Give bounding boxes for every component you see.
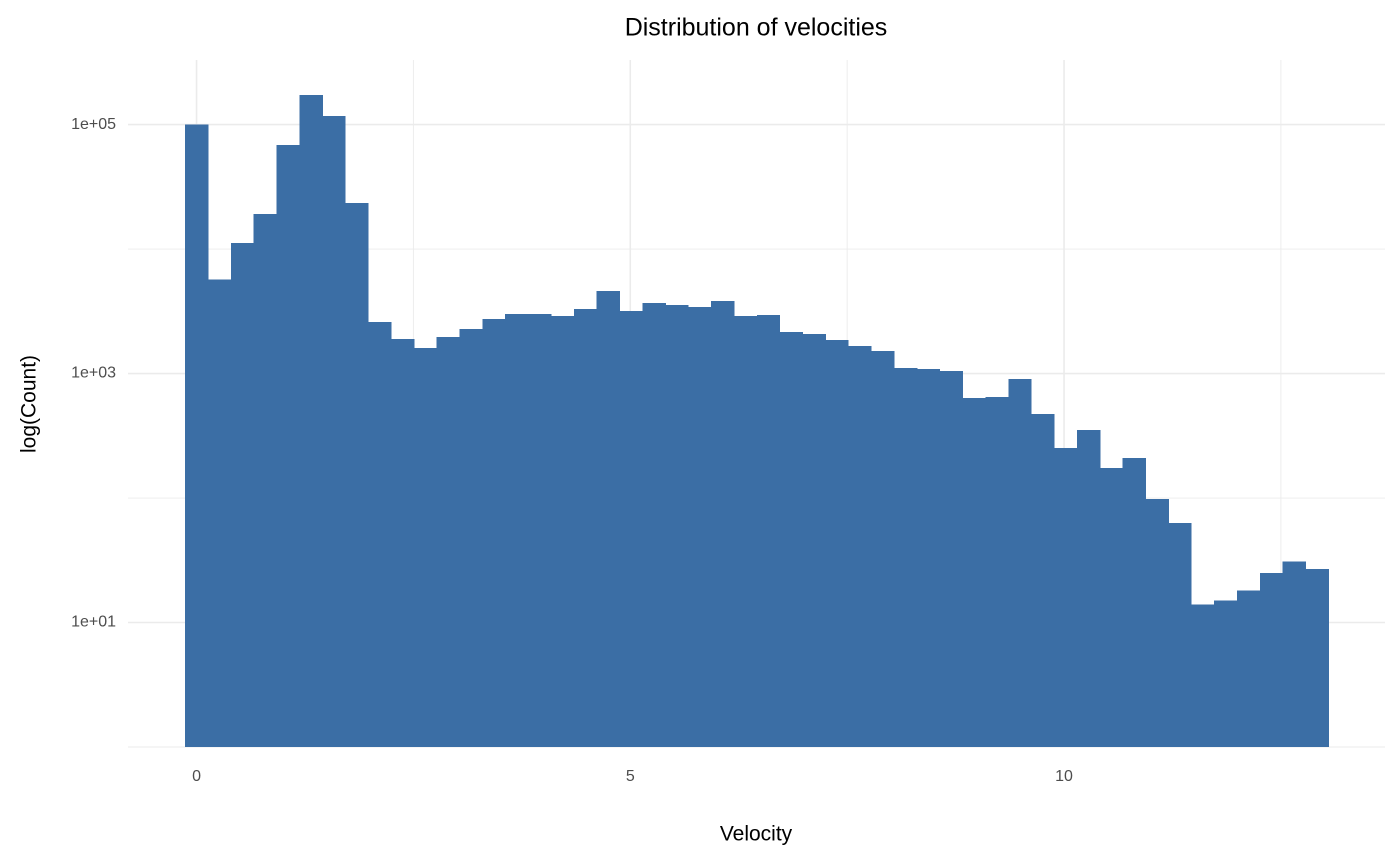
bar — [1008, 379, 1032, 747]
bar — [1145, 499, 1169, 747]
bar — [276, 145, 300, 748]
bar — [756, 315, 781, 747]
bar — [642, 303, 666, 747]
bar — [1191, 604, 1215, 747]
bar — [345, 203, 369, 747]
x-tick-label: 10 — [1055, 768, 1073, 785]
bar — [848, 346, 872, 747]
bar — [1282, 561, 1307, 747]
bar — [1305, 568, 1329, 747]
bar — [550, 315, 575, 747]
bar — [1099, 468, 1124, 747]
bar — [985, 396, 1009, 747]
bar — [1237, 590, 1261, 747]
bars — [185, 95, 1329, 748]
bar — [893, 367, 918, 747]
bar — [368, 322, 392, 747]
bar — [871, 350, 895, 747]
y-tick-label: 1e+01 — [71, 614, 116, 631]
bar — [482, 319, 506, 747]
x-tick-label: 5 — [626, 768, 635, 785]
bar — [528, 314, 552, 747]
x-axis-title: Velocity — [720, 823, 793, 846]
bar — [1031, 414, 1055, 747]
y-tick-label: 1e+05 — [71, 116, 116, 133]
bar — [1259, 572, 1284, 747]
bar — [459, 328, 483, 747]
x-tick-label: 0 — [192, 768, 201, 785]
bar — [413, 348, 438, 747]
bar — [573, 308, 598, 747]
bar — [825, 339, 849, 747]
bar — [390, 339, 415, 747]
bar — [802, 333, 826, 747]
tick-labels: 1e+01 1e+03 1e+05 0 5 10 — [71, 116, 1073, 785]
bar — [962, 397, 986, 747]
bar — [733, 315, 758, 747]
bar — [185, 124, 209, 748]
bar — [230, 242, 255, 747]
y-axis-title: log(Count) — [18, 355, 41, 453]
bar — [711, 301, 735, 747]
bar — [505, 314, 529, 747]
bar — [1214, 600, 1238, 747]
bar — [596, 291, 621, 747]
chart-title: Distribution of velocities — [625, 14, 888, 42]
bar — [916, 368, 941, 747]
bar — [1054, 448, 1078, 747]
bar — [299, 95, 323, 748]
bar — [253, 214, 278, 747]
bar — [619, 310, 643, 747]
y-tick-label: 1e+03 — [71, 365, 116, 382]
bar — [665, 305, 689, 747]
bar — [779, 332, 803, 747]
bar — [322, 116, 346, 748]
bar — [207, 279, 232, 747]
bar — [688, 307, 712, 747]
bar — [1168, 523, 1192, 747]
bar — [436, 337, 460, 747]
bar — [939, 370, 964, 747]
bar — [1076, 429, 1101, 747]
bar — [1122, 457, 1146, 747]
